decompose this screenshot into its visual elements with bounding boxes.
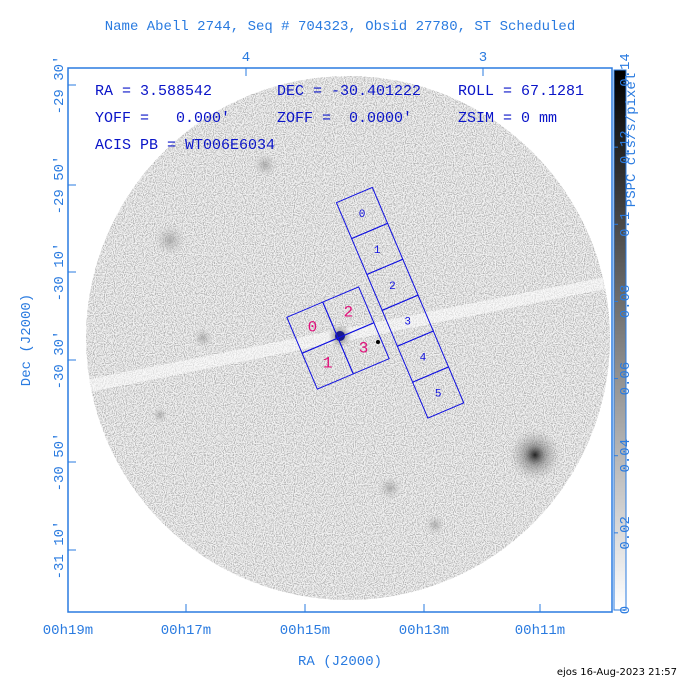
chip (411, 366, 465, 419)
bottom-tick-label: 00h13m (399, 623, 449, 639)
colorbar-tick-label: 0 (618, 606, 634, 614)
info-zoff: ZOFF = 0.0000' (277, 110, 412, 127)
chip (337, 322, 390, 375)
bottom-tick-label: 00h19m (43, 623, 93, 639)
colorbar-tick-label: 0.1 (618, 212, 634, 237)
info-yoff: YOFF = 0.000' (95, 110, 230, 127)
colorbar-tick-label: 0.04 (618, 439, 634, 473)
chip-label: 1 (323, 355, 333, 373)
left-tick-label: -29 50' (52, 156, 68, 215)
colorbar (613, 69, 627, 611)
chip-label: 3 (359, 339, 369, 357)
colorbar-tick-label: 0.14 (618, 53, 634, 87)
colorbar-tick-label: 0.06 (618, 362, 634, 396)
chip-label: 2 (389, 281, 396, 293)
footer: ejos 16-Aug-2023 21:57 (557, 667, 677, 678)
title: Name Abell 2744, Seq # 704323, Obsid 277… (105, 19, 575, 35)
x-axis-label: RA (J2000) (298, 654, 382, 670)
bottom-tick-label: 00h11m (515, 623, 565, 639)
info-zsim: ZSIM = 0 mm (458, 110, 557, 127)
top-tick-label: 4 (242, 50, 250, 66)
chip-label: 4 (420, 353, 427, 365)
info-ra: RA = 3.588542 (95, 83, 212, 100)
plot-frame (67, 67, 613, 613)
left-tick-label: -29 30' (52, 56, 68, 115)
colorbar-tick-label: 0.02 (618, 516, 634, 550)
footer-bg (548, 662, 680, 680)
info-dec: DEC = -30.401222 (277, 83, 421, 100)
left-tick-label: -30 50' (52, 433, 68, 492)
left-tick-label: -31 10' (52, 521, 68, 580)
chip-label: 0 (308, 319, 318, 337)
chip-label: 1 (374, 245, 381, 257)
bottom-tick-label: 00h17m (161, 623, 211, 639)
sky-image (86, 76, 610, 600)
top-tick-label: 3 (479, 50, 487, 66)
bottom-tick-label: 00h15m (280, 623, 330, 639)
chip-label: 2 (344, 303, 354, 321)
colorbar-label: PSPC cts/s/pixel (624, 73, 640, 207)
y-axis-label: Dec (J2000) (19, 294, 35, 386)
chip-label: 5 (435, 388, 442, 400)
colorbar-tick-label: 0.08 (618, 285, 634, 319)
chip-label: 0 (359, 209, 366, 221)
colorbar-tick-label: 0.12 (618, 130, 634, 164)
left-tick-label: -30 30' (52, 331, 68, 390)
info-acis: ACIS PB = WT006E6034 (95, 137, 275, 154)
chip-label: 3 (404, 317, 411, 329)
left-tick-label: -30 10' (52, 243, 68, 302)
info-roll: ROLL = 67.1281 (458, 83, 584, 100)
